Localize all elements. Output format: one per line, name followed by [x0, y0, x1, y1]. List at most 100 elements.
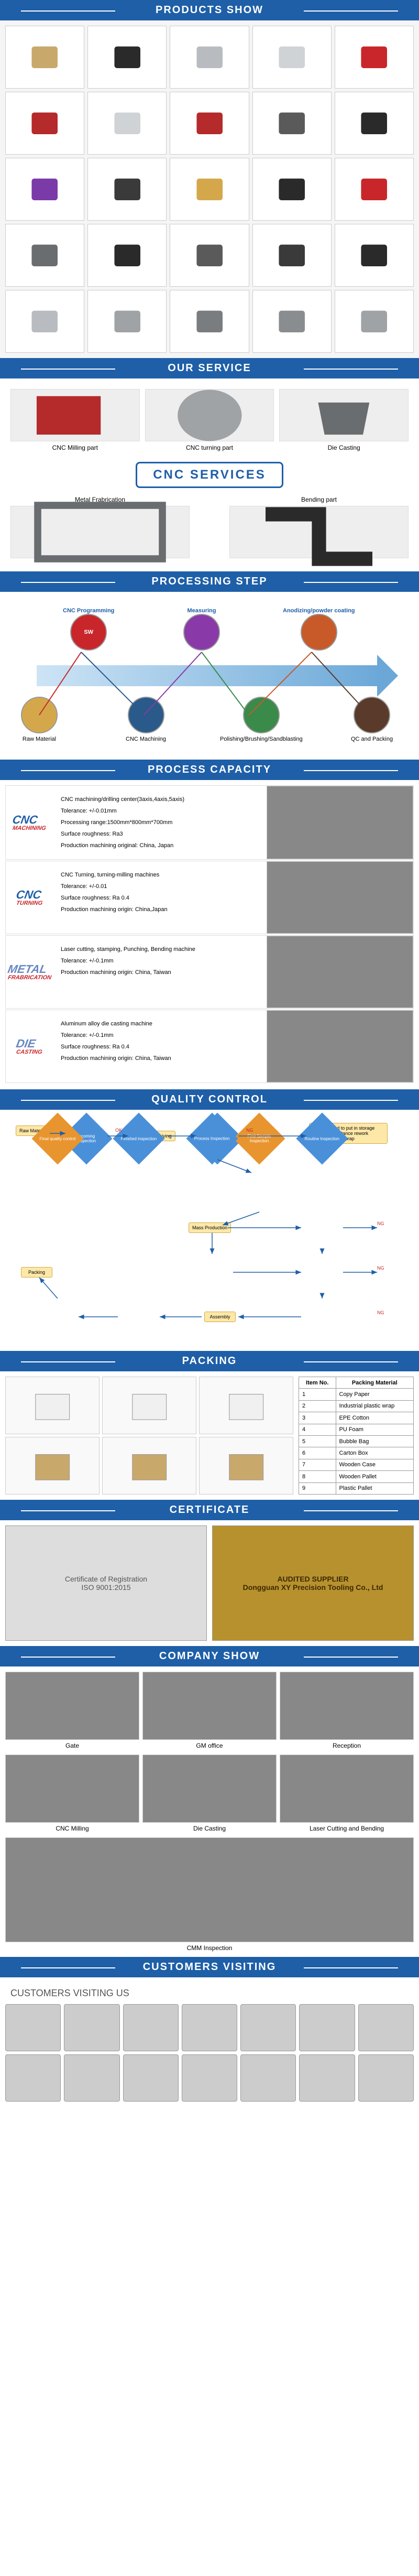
process-arrow [37, 665, 382, 686]
capacity-text: CNC machining/drilling center(3axis,4axi… [53, 786, 267, 859]
company-item: Die Casting [142, 1755, 277, 1832]
customer-photo [240, 2054, 296, 2102]
product-item [87, 158, 167, 221]
capacity-section: CNCMACHININGCNC machining/drilling cente… [0, 780, 419, 1089]
svg-text:NG: NG [377, 1221, 384, 1226]
customers-title: CUSTOMERS VISITING US [10, 1988, 414, 1999]
company-image [280, 1672, 414, 1740]
qc-final: Final quality control [32, 1113, 84, 1165]
company-label: CNC Milling [5, 1825, 139, 1832]
product-item [170, 158, 249, 221]
table-row: 8Wooden Pallet [299, 1471, 414, 1482]
company-label: Die Casting [142, 1825, 277, 1832]
service-bending: Bending part [229, 496, 409, 561]
product-item [5, 26, 84, 89]
label-qc: QC and Packing [351, 736, 393, 742]
packing-section: Item No.Packing Material 1Copy Paper2Ind… [0, 1371, 419, 1500]
svg-text:NG: NG [377, 1310, 384, 1315]
qc-packing: Packing [21, 1267, 52, 1278]
qc-assembly: Assembly [204, 1312, 236, 1322]
product-item [87, 224, 167, 287]
company-label: Reception [280, 1742, 414, 1749]
product-item [170, 92, 249, 155]
company-image [142, 1755, 277, 1823]
capacity-row: DIECASTINGAluminum alloy die casting mac… [5, 1010, 414, 1083]
capacity-image [267, 1010, 413, 1083]
customer-photo [123, 2004, 179, 2051]
header-certificate: CERTIFICATE [0, 1500, 419, 1520]
label-cmm: CMM Inspection [5, 1944, 414, 1952]
company-item: GM office [142, 1672, 277, 1749]
capacity-row: CNCMACHININGCNC machining/drilling cente… [5, 785, 414, 860]
process-section: CNC ProgrammingSW Measuring Anodizing/po… [0, 592, 419, 760]
header-products: PRODUCTS SHOW [0, 0, 419, 20]
product-item [5, 158, 84, 221]
product-item [252, 92, 332, 155]
customer-photo [182, 2054, 237, 2102]
product-item [87, 290, 167, 353]
product-item [252, 26, 332, 89]
product-item [170, 224, 249, 287]
product-item [170, 26, 249, 89]
company-item: Gate [5, 1672, 139, 1749]
company-label: Laser Cutting and Bending [280, 1825, 414, 1832]
customer-photo [182, 2004, 237, 2051]
qc-process: Process Inspection [186, 1113, 238, 1165]
capacity-image [267, 936, 413, 1008]
product-item [87, 92, 167, 155]
header-customers: CUSTOMERS VISITING [0, 1957, 419, 1977]
packing-item [102, 1437, 196, 1495]
table-row: 4PU Foam [299, 1424, 414, 1435]
customer-photo [5, 2004, 61, 2051]
product-item [87, 26, 167, 89]
product-item [170, 290, 249, 353]
customers-section: CUSTOMERS VISITING US [0, 1977, 419, 2107]
table-row: 9Plastic Pallet [299, 1482, 414, 1494]
capacity-image [267, 861, 413, 934]
service-diecast: Die Casting [279, 389, 409, 451]
product-item [335, 92, 414, 155]
header-packing: PACKING [0, 1351, 419, 1371]
customer-photo [64, 2054, 119, 2102]
capacity-row: CNCTURNINGCNC Turning, turning-milling m… [5, 861, 414, 934]
cert-audited: AUDITED SUPPLIER Dongguan XY Precision T… [212, 1525, 414, 1641]
label-pol: Polishing/Brushing/Sandblasting [220, 736, 303, 742]
label-prog: CNC Programming [63, 608, 114, 614]
company-item: CNC Milling [5, 1755, 139, 1832]
product-item [252, 224, 332, 287]
customer-photo [299, 2004, 355, 2051]
header-company: COMPANY SHOW [0, 1646, 419, 1666]
capacity-label: CNCTURNING [6, 861, 53, 934]
table-row: 6Carton Box [299, 1447, 414, 1459]
company-image [142, 1672, 277, 1740]
header-service: OUR SERVICE [0, 358, 419, 378]
product-grid [0, 20, 419, 358]
customer-photo [240, 2004, 296, 2051]
company-label: Gate [5, 1742, 139, 1749]
capacity-image [267, 786, 413, 859]
product-item [5, 224, 84, 287]
qc-section: Raw Material Incoming Inspection Materia… [0, 1110, 419, 1351]
product-item [335, 26, 414, 89]
label-anod: Anodizing/powder coating [283, 608, 355, 614]
company-image [5, 1672, 139, 1740]
product-item [5, 92, 84, 155]
company-image [280, 1755, 414, 1823]
capacity-text: Laser cutting, stamping, Punching, Bendi… [53, 936, 267, 1008]
service-section: CNC Milling part CNC turning part Die Ca… [0, 378, 419, 571]
label-mach: CNC Machining [126, 736, 166, 742]
service-milling: CNC Milling part [10, 389, 140, 451]
packing-item [5, 1437, 100, 1495]
product-item [252, 158, 332, 221]
customer-photo [123, 2054, 179, 2102]
header-capacity: PROCESS CAPACITY [0, 760, 419, 780]
service-metal: Metal Frabrication [10, 496, 190, 561]
packing-item [5, 1377, 100, 1434]
pt-h2: Packing Material [336, 1377, 414, 1389]
capacity-text: Aluminum alloy die casting machineTolera… [53, 1010, 267, 1083]
packing-item [102, 1377, 196, 1434]
capacity-label: DIECASTING [6, 1010, 53, 1083]
table-row: 7Wooden Case [299, 1459, 414, 1470]
packing-item [199, 1437, 293, 1495]
pt-h1: Item No. [299, 1377, 336, 1389]
